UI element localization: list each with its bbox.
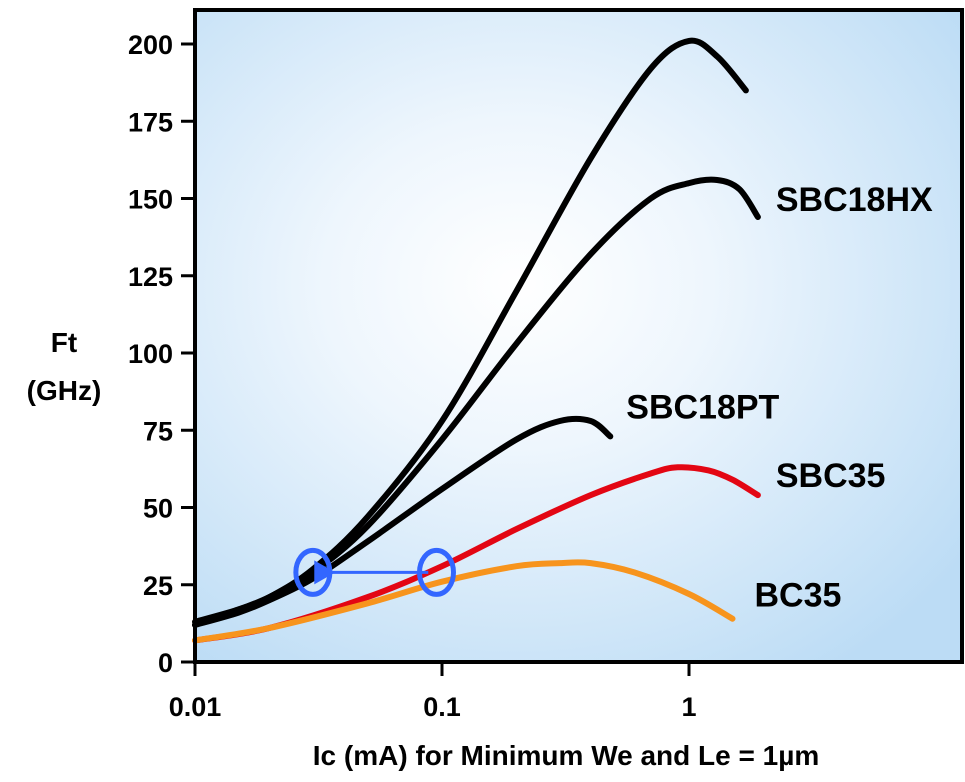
series-label-sbc35: SBC35 xyxy=(776,457,886,495)
y-tick-label: 0 xyxy=(158,648,173,678)
x-axis-title: Ic (mA) for Minimum We and Le = 1µm xyxy=(313,740,819,771)
y-tick-label: 175 xyxy=(128,107,173,137)
y-axis-title-line2: (GHz) xyxy=(27,375,102,406)
y-tick-label: 50 xyxy=(143,494,173,524)
x-tick-label: 0.01 xyxy=(169,692,222,722)
series-label-bc35: BC35 xyxy=(754,577,841,615)
series-label-sbc18h2: SBC18H2 xyxy=(770,0,923,6)
y-tick-label: 75 xyxy=(143,416,173,446)
series-line-bc35 xyxy=(192,559,736,644)
series-label-sbc18hx: SBC18HX xyxy=(776,181,933,219)
series-line-sbc18pt xyxy=(192,415,614,628)
x-tick-label: 1 xyxy=(681,692,696,722)
x-tick-label: 0.1 xyxy=(423,692,461,722)
series-line-sbc18hx xyxy=(192,176,761,628)
y-tick-label: 125 xyxy=(128,262,173,292)
y-tick-label: 200 xyxy=(128,30,173,60)
y-axis-title-line1: Ft xyxy=(51,327,77,358)
y-tick-label: 150 xyxy=(128,185,173,215)
y-tick-label: 100 xyxy=(128,339,173,369)
y-tick-label: 25 xyxy=(143,571,173,601)
series-label-sbc18pt: SBC18PT xyxy=(626,388,779,426)
